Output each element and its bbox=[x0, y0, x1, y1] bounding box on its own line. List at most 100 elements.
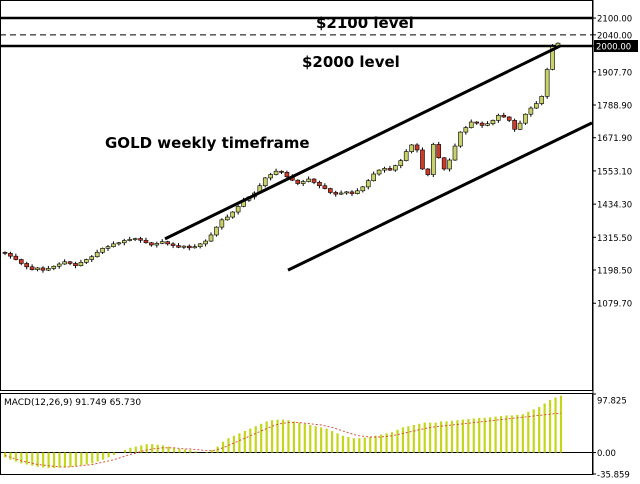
price-tick-label: 2040.00 bbox=[597, 31, 632, 41]
price-tick-label: 2100.00 bbox=[597, 15, 632, 25]
level-2000-annotation: $2000 level bbox=[302, 53, 400, 71]
candle-down bbox=[29, 266, 35, 270]
candle-up bbox=[192, 246, 198, 249]
candle-down bbox=[24, 263, 29, 268]
candle-up bbox=[539, 96, 545, 104]
candle-up bbox=[528, 107, 534, 115]
candle-up bbox=[485, 123, 490, 126]
price-tick-label: 1671.90 bbox=[597, 134, 632, 144]
candle-up bbox=[154, 243, 160, 246]
trend-channel-upper-line bbox=[164, 44, 561, 241]
candle-down bbox=[170, 243, 176, 246]
candle-up bbox=[360, 186, 366, 192]
price-tick-label: 1553.10 bbox=[597, 167, 632, 177]
candle-up bbox=[62, 261, 67, 265]
candle-up bbox=[100, 248, 105, 253]
candle-up bbox=[230, 211, 236, 218]
candle-up bbox=[262, 177, 268, 187]
candle-down bbox=[414, 144, 420, 151]
candle-down bbox=[284, 172, 290, 178]
candle-down bbox=[474, 121, 479, 124]
candle-up bbox=[338, 192, 344, 195]
candle-up bbox=[517, 122, 523, 130]
current-price-tag bbox=[594, 40, 638, 52]
macd-tick-label: 0.00 bbox=[597, 449, 616, 459]
candle-down bbox=[187, 245, 192, 249]
candle-down bbox=[67, 261, 73, 264]
candle-up bbox=[203, 240, 208, 245]
price-tick-label: 2000.00 bbox=[596, 43, 631, 53]
candle-up bbox=[94, 251, 100, 258]
candle-down bbox=[327, 188, 333, 193]
candle-up bbox=[496, 115, 501, 121]
timeframe-annotation: GOLD weekly timeframe bbox=[105, 134, 310, 152]
candle-up bbox=[306, 178, 311, 182]
candle-up bbox=[51, 265, 57, 269]
candle-down bbox=[138, 238, 143, 241]
price-tick-label: 1907.70 bbox=[597, 68, 632, 78]
candle-up bbox=[181, 245, 187, 248]
level-2100-annotation: $2100 level bbox=[316, 14, 414, 32]
trend-channel-lower-line bbox=[287, 121, 593, 272]
candle-down bbox=[143, 239, 149, 244]
candle-down bbox=[322, 185, 328, 189]
candle-up bbox=[78, 262, 84, 266]
candle-up bbox=[365, 180, 371, 188]
candle-down bbox=[479, 122, 485, 126]
candle-down bbox=[13, 255, 19, 260]
candle-up bbox=[447, 159, 452, 170]
candle-up bbox=[534, 103, 539, 109]
candle-up bbox=[382, 168, 387, 171]
candle-down bbox=[165, 241, 170, 245]
candle-up bbox=[452, 145, 458, 161]
candle-up bbox=[490, 120, 496, 125]
candle-down bbox=[512, 120, 517, 130]
candle-up bbox=[268, 174, 273, 179]
macd-indicator-label: MACD(12,26,9) 91.749 65.730 bbox=[4, 398, 141, 408]
candle-down bbox=[18, 259, 24, 264]
candle-down bbox=[176, 245, 181, 248]
candle-up bbox=[132, 238, 138, 240]
candle-up bbox=[393, 165, 398, 171]
candle-up bbox=[468, 121, 474, 128]
candle-up bbox=[409, 144, 414, 152]
candle-up bbox=[544, 69, 550, 97]
candle-up bbox=[56, 263, 62, 267]
candle-up bbox=[197, 243, 203, 247]
candle-down bbox=[441, 157, 447, 170]
candle-down bbox=[425, 168, 431, 175]
candle-down bbox=[349, 191, 355, 194]
candle-down bbox=[295, 179, 301, 184]
candle-down bbox=[8, 253, 13, 257]
candle-up bbox=[523, 113, 528, 124]
candle-up bbox=[105, 246, 111, 249]
candle-down bbox=[387, 168, 393, 171]
candle-up bbox=[208, 234, 214, 242]
price-tick-label: 1315.50 bbox=[597, 234, 632, 244]
candle-down bbox=[506, 116, 512, 121]
candle-up bbox=[371, 173, 376, 182]
candle-up bbox=[273, 170, 279, 175]
candle-up bbox=[403, 151, 409, 161]
candle-up bbox=[458, 131, 463, 147]
price-tick-label: 1198.50 bbox=[597, 267, 632, 277]
candle-down bbox=[317, 182, 322, 187]
price-tick-label: 1788.90 bbox=[597, 102, 632, 112]
candle-up bbox=[84, 259, 89, 263]
macd-tick-label: 97.825 bbox=[597, 397, 627, 407]
candle-up bbox=[376, 169, 382, 175]
candle-down bbox=[73, 263, 78, 266]
candle-down bbox=[311, 178, 317, 183]
candle-up bbox=[355, 190, 360, 194]
candle-up bbox=[46, 268, 51, 271]
candle-up bbox=[344, 191, 349, 194]
candle-down bbox=[149, 242, 154, 246]
candle-up bbox=[35, 267, 40, 270]
candle-up bbox=[159, 241, 165, 244]
candle-up bbox=[121, 240, 127, 244]
candle-up bbox=[116, 242, 122, 245]
candle-down bbox=[40, 267, 46, 271]
candle-down bbox=[279, 170, 284, 173]
